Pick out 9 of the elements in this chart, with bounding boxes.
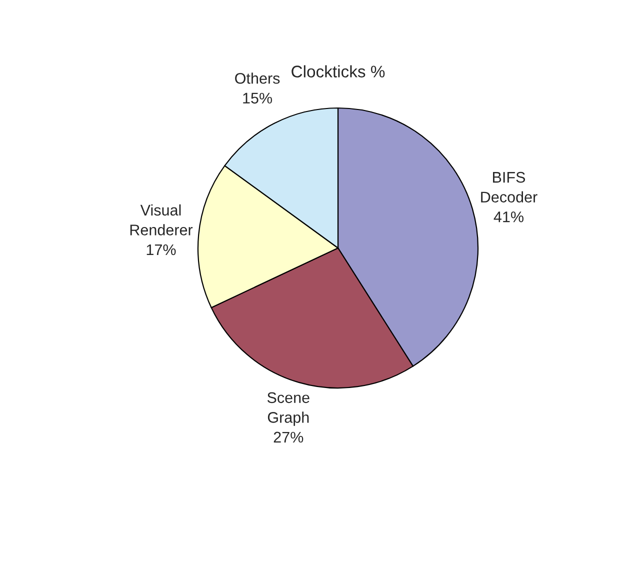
data-label: 41% xyxy=(494,212,524,222)
slice-label: Scene Graph xyxy=(267,392,310,426)
data-label: 17% xyxy=(146,244,176,256)
chart-title: Clockticks % xyxy=(292,65,385,78)
data-label: 15% xyxy=(243,92,272,104)
slice-label: Others xyxy=(235,72,280,84)
slice-label: Visual Renderer xyxy=(130,204,193,236)
data-label: 27% xyxy=(274,432,304,443)
slice-label: BIFS Decoder xyxy=(481,172,538,202)
